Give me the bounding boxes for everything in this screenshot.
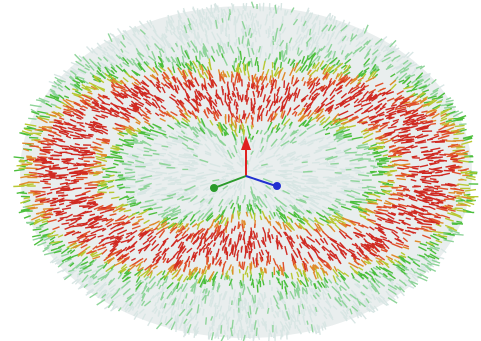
axis-x-head — [273, 182, 281, 190]
axis-y-head — [210, 184, 218, 192]
page: (() => { const data = JSON.parse(documen… — [0, 0, 481, 341]
vector-field-view — [0, 0, 481, 341]
